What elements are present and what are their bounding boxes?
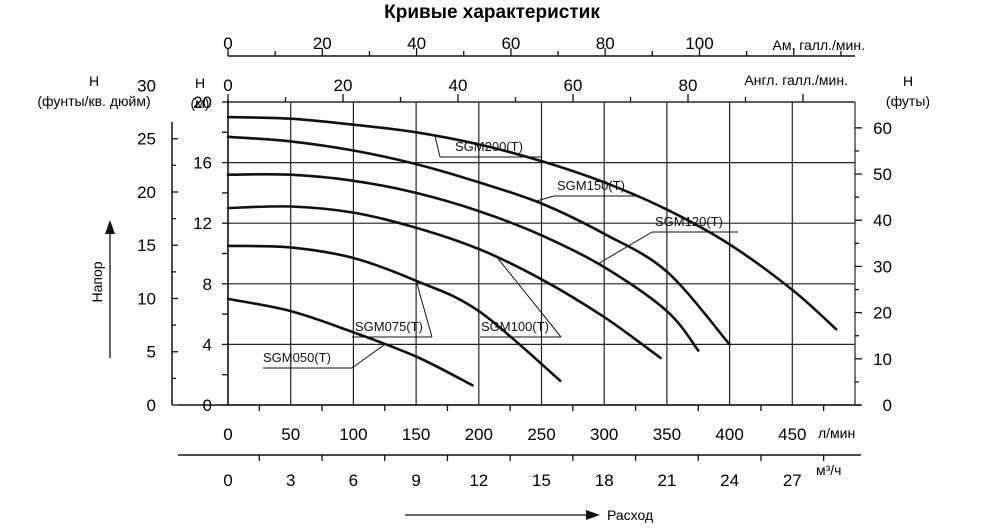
lpm-tick-label: 350 [653, 425, 681, 444]
psi-tick-label: 30 [137, 76, 156, 95]
m3h-tick-label: 6 [349, 471, 358, 490]
meters-axis-label: Н [195, 75, 205, 91]
feet-tick-label: 20 [873, 304, 892, 323]
series-label: SGM150(T) [557, 178, 625, 193]
psi-tick-label: 20 [137, 183, 156, 202]
lpm-tick-label: 400 [715, 425, 743, 444]
curves [226, 115, 838, 387]
series-leader-line [351, 343, 386, 369]
m3h-tick-label: 18 [595, 471, 614, 490]
labels: Кривые характеристик SGM050(T) SGM075(T) SG… [263, 2, 738, 369]
head-arrow-icon [105, 220, 115, 234]
uk-gpm-tick-label: 0 [223, 76, 232, 95]
feet-tick-label: 60 [873, 119, 892, 138]
us-gpm-tick-label: 80 [596, 34, 615, 53]
m3h-tick-label: 24 [720, 471, 739, 490]
m3h-tick-label: 0 [223, 471, 232, 490]
series-leader-line [497, 257, 562, 338]
feet-axis-unit: (футы) [886, 93, 930, 109]
curve-sgm050t [226, 297, 474, 387]
series-label: SGM200(T) [455, 139, 523, 154]
m3h-tick-label: 21 [657, 471, 676, 490]
meters-tick-label: 16 [193, 154, 212, 173]
feet-tick-label: 10 [873, 350, 892, 369]
m3h-tick-label: 27 [783, 471, 802, 490]
psi-axis-unit: (фунты/кв. дюйм) [37, 93, 150, 109]
series-leader-line [597, 231, 653, 265]
flow-arrow-icon [586, 510, 600, 520]
series-leader-line [415, 280, 433, 338]
curve-sgm100t [226, 205, 662, 360]
curve-sgm200t [226, 115, 838, 331]
lpm-tick-label: 150 [402, 425, 430, 444]
curve-sgm150t [226, 135, 731, 346]
lpm-tick-label: 200 [465, 425, 493, 444]
series-label: SGM075(T) [355, 319, 423, 334]
meters-tick-label: 20 [193, 93, 212, 112]
feet-tick-label: 0 [883, 396, 892, 415]
psi-tick-label: 5 [147, 343, 156, 362]
series-leader-line [535, 195, 555, 202]
uk-gpm-tick-label: 80 [679, 76, 698, 95]
meters-tick-label: 12 [193, 214, 212, 233]
feet-tick-label: 50 [873, 165, 892, 184]
x-axis-label: Расход [607, 507, 653, 523]
uk-gpm-tick-label: 20 [334, 76, 353, 95]
meters-tick-label: 8 [203, 275, 212, 294]
lpm-unit: л/мин [818, 425, 855, 441]
m3h-tick-label: 12 [469, 471, 488, 490]
psi-tick-label: 10 [137, 289, 156, 308]
y-axis-label: Напор [89, 261, 105, 302]
lpm-tick-label: 450 [778, 425, 806, 444]
lpm-tick-label: 100 [339, 425, 367, 444]
psi-tick-label: 15 [137, 236, 156, 255]
feet-tick-label: 40 [873, 211, 892, 230]
axes: 0 20 40 60 80 100 Ам. галл./мин.0 20 40 60 80 Англ.… [37, 34, 930, 523]
series-leader-line [434, 135, 441, 158]
meters-axis-unit: (м) [191, 95, 210, 111]
lpm-tick-label: 300 [590, 425, 618, 444]
feet-axis-label: Н [903, 73, 913, 89]
m3h-unit: м³/ч [816, 462, 841, 478]
series-label: SGM050(T) [263, 350, 331, 365]
us-gpm-tick-label: 100 [685, 34, 713, 53]
lpm-tick-label: 250 [527, 425, 555, 444]
uk-gpm-tick-label: 40 [449, 76, 468, 95]
curve-sgm120t [226, 172, 700, 352]
us-gpm-tick-label: 60 [501, 34, 520, 53]
series-label: SGM100(T) [481, 319, 549, 334]
lpm-tick-label: 50 [281, 425, 300, 444]
psi-axis-label: Н [89, 73, 99, 89]
psi-tick-label: 0 [147, 396, 156, 415]
psi-tick-label: 25 [137, 130, 156, 149]
lpm-tick-label: 0 [223, 425, 232, 444]
meters-tick-label: 0 [203, 396, 212, 415]
m3h-tick-label: 15 [532, 471, 551, 490]
chart-title: Кривые характеристик [384, 2, 600, 23]
uk-gpm-unit: Англ. галл./мин. [744, 72, 848, 88]
us-gpm-tick-label: 0 [223, 34, 232, 53]
uk-gpm-tick-label: 60 [564, 76, 583, 95]
feet-tick-label: 30 [873, 257, 892, 276]
us-gpm-tick-label: 20 [313, 34, 332, 53]
m3h-tick-label: 9 [411, 471, 420, 490]
us-gpm-tick-label: 40 [407, 34, 426, 53]
meters-tick-label: 4 [203, 335, 212, 354]
series-label: SGM120(T) [655, 214, 723, 229]
us-gpm-unit: Ам. галл./мин. [772, 37, 865, 53]
m3h-tick-label: 3 [286, 471, 295, 490]
curve-sgm075t [226, 244, 562, 383]
